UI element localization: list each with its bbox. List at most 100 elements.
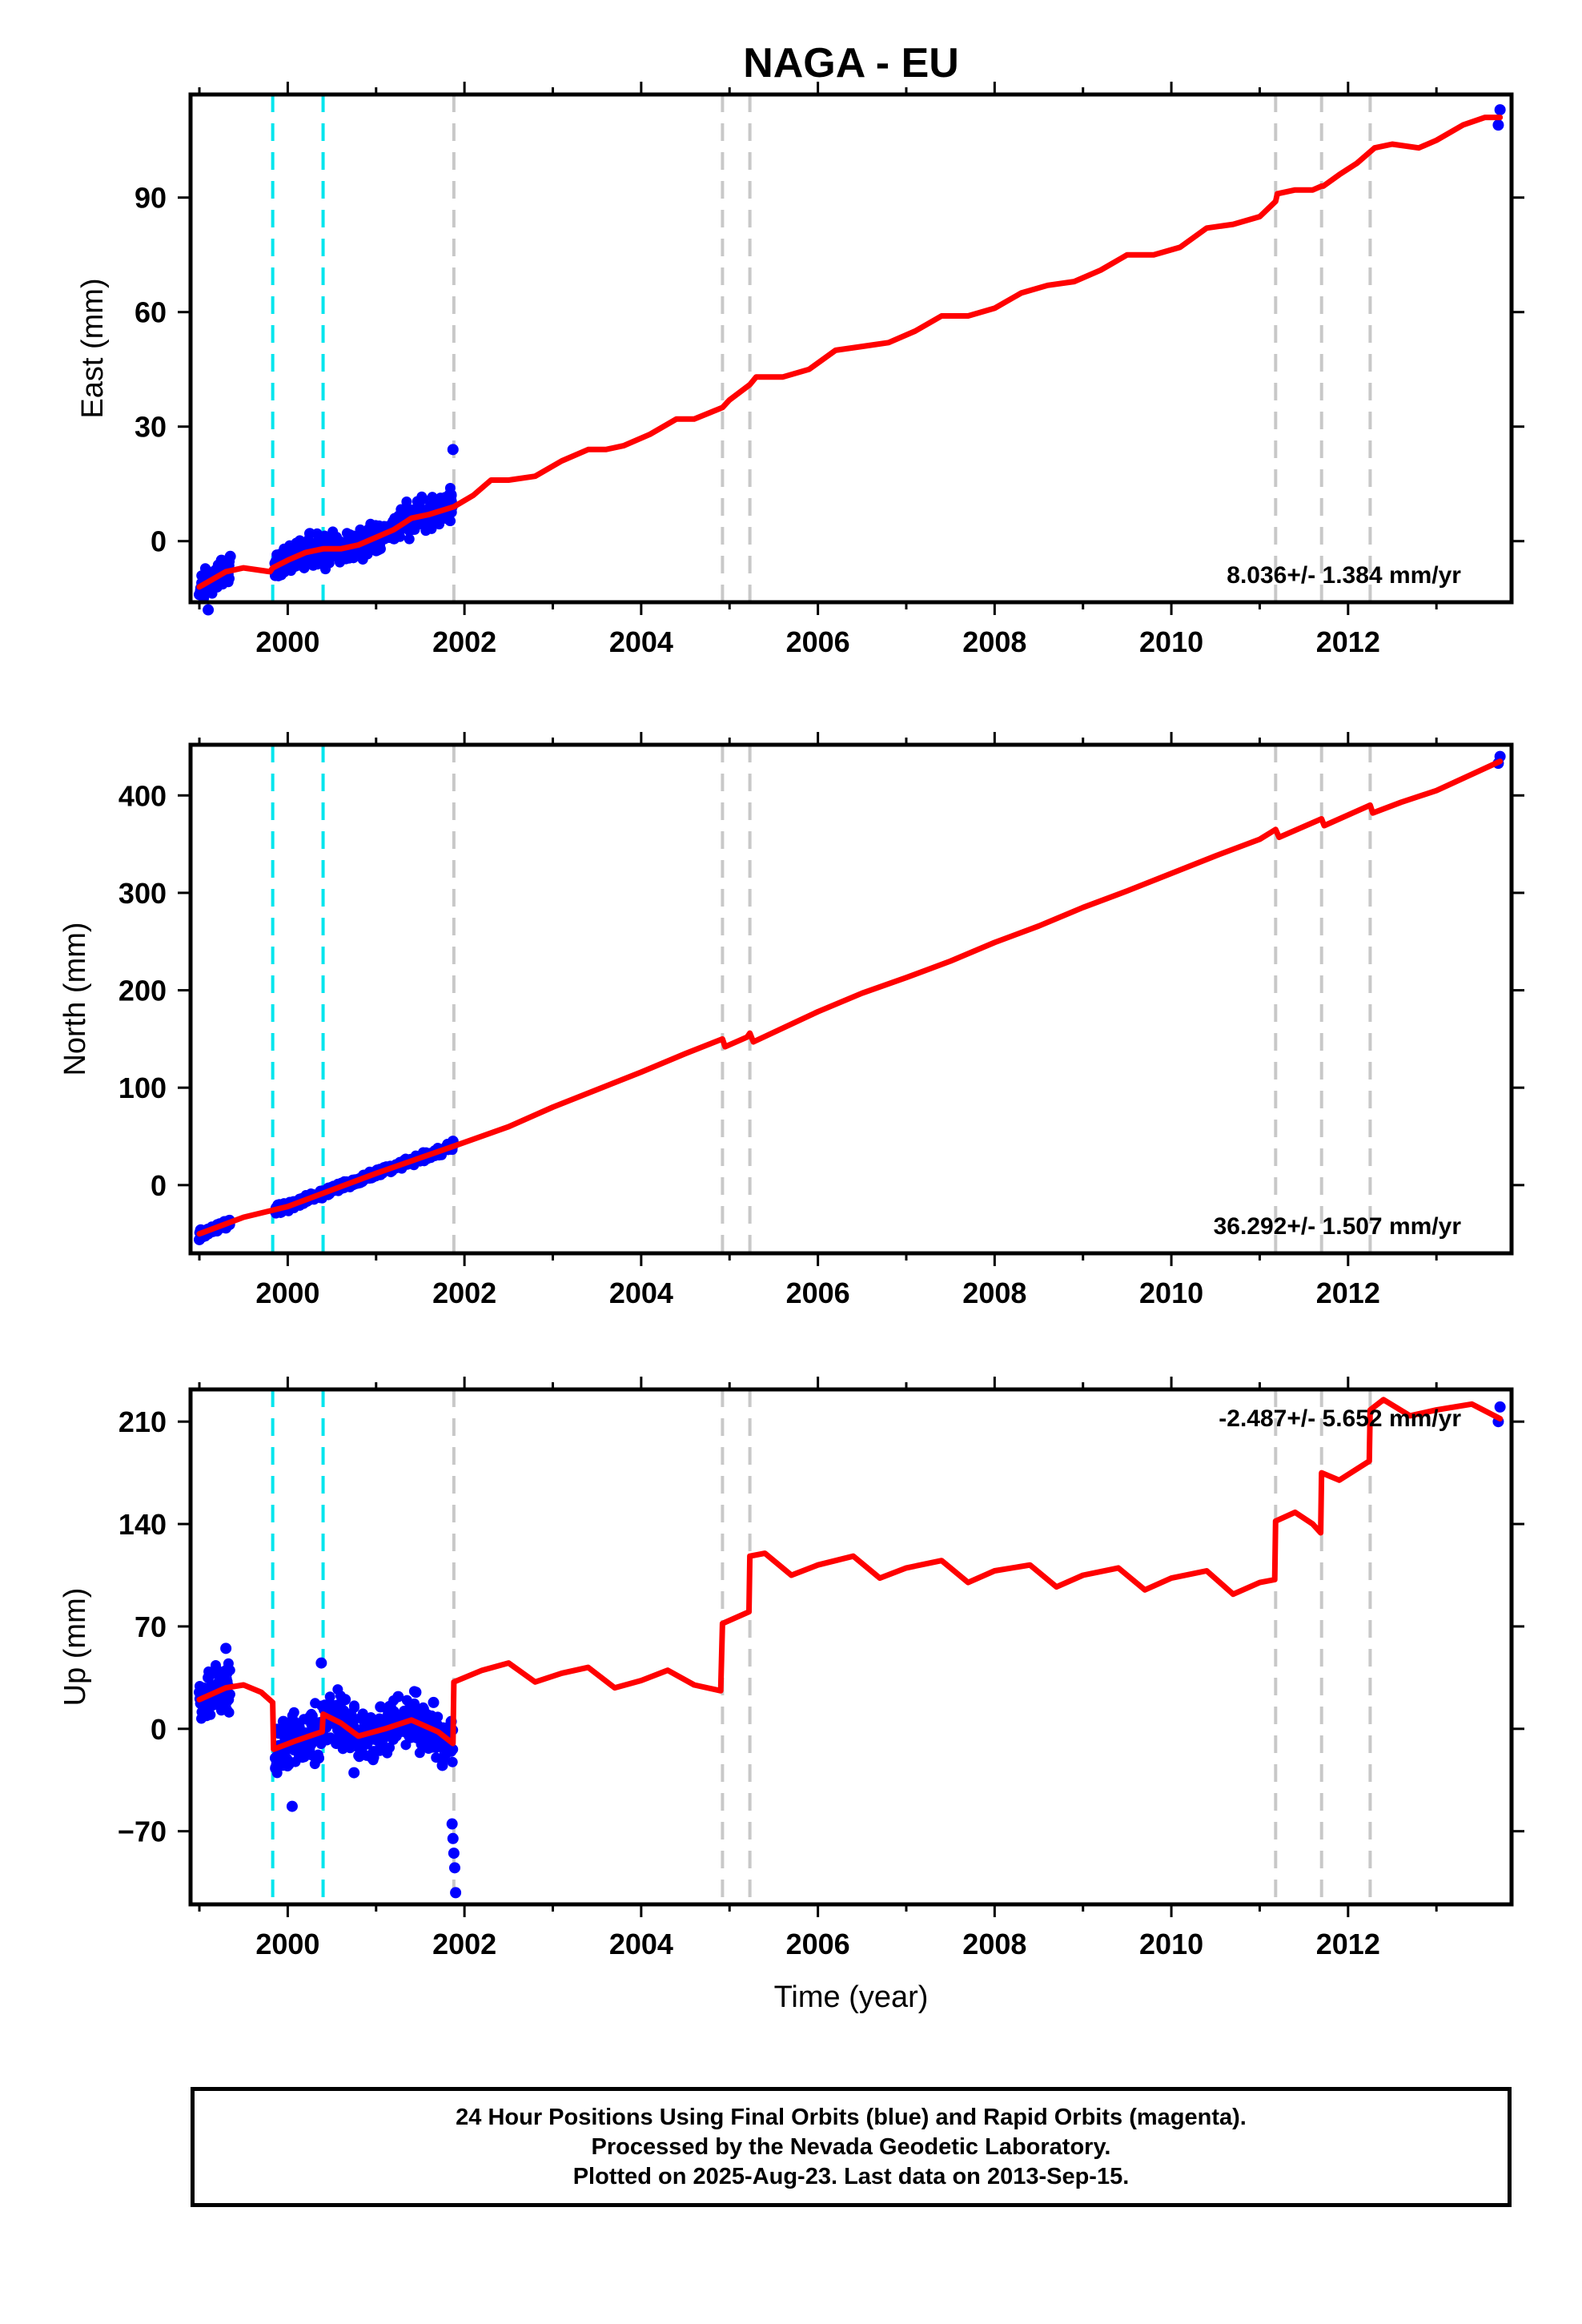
up-data-point-34 [450, 1887, 462, 1899]
up-data-point-32 [448, 1848, 460, 1860]
up-x-tick-label-2008: 2008 [962, 1928, 1026, 1960]
north-x-tick-label-2002: 2002 [432, 1277, 496, 1309]
east-cloud-point-177 [404, 533, 415, 545]
up-cloud-point-39 [210, 1659, 221, 1671]
north-rate-label: 36.292+/- 1.507 mm/yr [1214, 1213, 1462, 1240]
up-y-tick-label-210: 210 [118, 1405, 167, 1438]
east-cloud-point-260 [420, 525, 432, 537]
up-cloud-point-400 [359, 1713, 371, 1724]
up-cloud-point-394 [315, 1739, 327, 1750]
up-cloud-point-467 [270, 1762, 281, 1773]
footer-box: 24 Hour Positions Using Final Orbits (bl… [191, 2087, 1512, 2207]
east-x-tick-label-2010: 2010 [1139, 625, 1203, 658]
up-x-tick-label-2012: 2012 [1316, 1928, 1380, 1960]
east-y-tick-label-60: 60 [135, 296, 167, 329]
up-panel: 2000 2002 2004 2006 2008 2010 2012 −70 0 70 140 210… [58, 1377, 1524, 1960]
up-cloud-point-454 [282, 1753, 293, 1764]
east-cloud-point-495 [359, 543, 371, 554]
east-x-tick-label-2002: 2002 [432, 625, 496, 658]
east-cloud-point-502 [274, 549, 285, 560]
north-panel: 2000 2002 2004 2006 2008 2010 2012 0 100 200 300 40… [58, 732, 1524, 1309]
east-cloud-point-462 [401, 497, 412, 508]
up-cloud-point-72 [220, 1664, 231, 1675]
up-data-point-33 [449, 1862, 460, 1874]
north-data-point-17 [1494, 750, 1506, 762]
east-x-tick-label-2012: 2012 [1316, 625, 1380, 658]
east-cloud-point-450 [445, 516, 456, 527]
north-x-tick-label-2012: 2012 [1316, 1277, 1380, 1309]
up-cloud-point-473 [408, 1686, 420, 1697]
up-cloud-point-515 [343, 1731, 355, 1743]
up-cloud-point-406 [279, 1723, 290, 1734]
up-y-tick-label--70: −70 [118, 1815, 167, 1848]
east-cloud-point-76 [200, 563, 211, 574]
up-y-axis-label: Up (mm) [58, 1588, 92, 1707]
east-cloud-point-514 [327, 526, 339, 537]
up-cloud-point-449 [348, 1700, 359, 1711]
up-y-tick-label-70: 70 [135, 1610, 167, 1643]
east-data-point-2 [203, 604, 215, 616]
up-y-tick-label-0: 0 [151, 1713, 167, 1746]
east-model-line [196, 115, 1504, 590]
up-cloud-point-193 [332, 1684, 343, 1695]
up-model-line [196, 1397, 1504, 1752]
up-cloud-point-321 [400, 1739, 412, 1751]
up-cloud-point-68 [201, 1711, 212, 1722]
up-cloud-point-341 [287, 1710, 298, 1721]
up-cloud-point-477 [401, 1695, 412, 1706]
up-data-point-18 [348, 1767, 360, 1779]
up-cloud-point-448 [297, 1752, 308, 1763]
east-cloud-point-510 [319, 552, 330, 563]
up-cloud-point-70 [221, 1697, 232, 1708]
east-cloud-point-513 [373, 544, 384, 555]
up-y-tick-label-140: 140 [118, 1508, 167, 1541]
east-cloud-point-503 [425, 500, 436, 511]
up-x-tick-label-2000: 2000 [255, 1928, 319, 1960]
up-cloud-point-339 [367, 1755, 379, 1766]
up-x-tick-label-2004: 2004 [609, 1928, 673, 1960]
up-cloud-point-501 [431, 1752, 442, 1763]
east-cloud-point-57 [195, 586, 206, 597]
up-data-point-36 [1494, 1401, 1506, 1413]
up-cloud-point-498 [363, 1735, 375, 1747]
north-y-tick-label-100: 100 [118, 1072, 167, 1104]
north-y-tick-label-200: 200 [118, 975, 167, 1007]
up-data-point-30 [446, 1818, 458, 1830]
east-plot-frame [188, 92, 1514, 605]
up-cloud-point-504 [293, 1720, 304, 1731]
north-x-tick-label-2000: 2000 [255, 1277, 319, 1309]
east-cloud-point-507 [396, 504, 407, 515]
footer-line-1: 24 Hour Positions Using Final Orbits (bl… [456, 2104, 1247, 2130]
east-cloud-point-473 [434, 519, 445, 530]
up-x-tick-label-2006: 2006 [786, 1928, 850, 1960]
east-y-tick-label-90: 90 [135, 182, 167, 215]
up-cloud-point-412 [309, 1759, 320, 1770]
up-cloud-point-67 [215, 1705, 227, 1716]
east-y-axis-label: East (mm) [76, 278, 110, 418]
up-cloud-point-517 [399, 1705, 410, 1716]
east-data-point-30 [1492, 119, 1504, 131]
east-y-tick-label-30: 30 [135, 411, 167, 444]
up-cloud-point-489 [420, 1733, 431, 1744]
up-cloud-point-76 [198, 1703, 209, 1714]
north-x-tick-label-2006: 2006 [786, 1277, 850, 1309]
east-cloud-point-488 [284, 540, 295, 551]
up-cloud-point-510 [414, 1747, 425, 1759]
up-cloud-point-519 [339, 1705, 350, 1716]
up-data-point-31 [447, 1832, 459, 1844]
east-y-tick-label-0: 0 [151, 525, 167, 558]
north-y-tick-label-300: 300 [118, 877, 167, 910]
north-plot-frame [188, 742, 1514, 1256]
up-cloud-point-74 [211, 1667, 222, 1679]
east-panel: 2000 2002 2004 2006 2008 2010 2012 0 30 60 90 East … [76, 82, 1524, 658]
east-cloud-point-491 [341, 528, 352, 539]
up-cloud-point-330 [324, 1691, 335, 1703]
east-cloud-point-517 [294, 535, 305, 546]
east-cloud-point-445 [273, 570, 284, 581]
up-cloud-point-456 [334, 1731, 345, 1742]
east-x-tick-label-2008: 2008 [962, 625, 1026, 658]
east-cloud-point-520 [374, 520, 385, 531]
north-y-tick-label-0: 0 [151, 1169, 167, 1202]
east-cloud-point-461 [363, 524, 374, 535]
up-cloud-point-499 [306, 1739, 317, 1751]
